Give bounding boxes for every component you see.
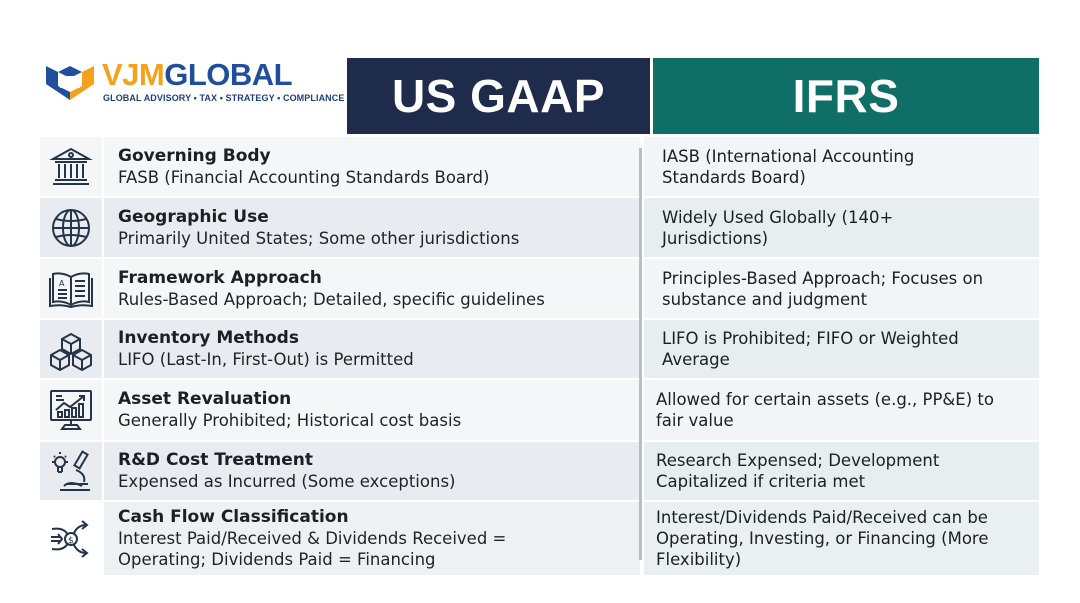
header-us-gaap: US GAAP <box>347 58 650 134</box>
vjm-global-logo: VJMGLOBAL GLOBAL ADVISORY • TAX • STRATE… <box>44 57 344 108</box>
ifrs-description-line: Widely Used Globally (140+ <box>662 207 894 227</box>
gaap-cell: Framework Approach Rules-Based Approach;… <box>104 259 640 318</box>
comparison-row-governing-body: Governing Body FASB (Financial Accountin… <box>40 137 1039 196</box>
ifrs-cell: Widely Used Globally (140+ Jurisdictions… <box>644 198 1039 257</box>
row-icon-cell <box>40 320 102 378</box>
open-book-icon: A <box>49 271 93 308</box>
lightbulb-microscope-icon <box>52 450 90 491</box>
comparison-row-framework-approach: A Framework Approach Rules-Based Approac… <box>40 259 1039 318</box>
row-icon-cell <box>40 442 102 500</box>
gaap-cell: Asset Revaluation Generally Prohibited; … <box>104 380 640 440</box>
globe-icon <box>52 208 90 247</box>
gaap-cell: Geographic Use Primarily United States; … <box>104 198 640 257</box>
gaap-description-line: Interest Paid/Received & Dividends Recei… <box>118 529 507 548</box>
ifrs-description-line: Allowed for certain assets (e.g., PP&E) … <box>656 390 994 409</box>
gaap-description-line: Operating; Dividends Paid = Financing <box>118 550 436 569</box>
comparison-row-inventory-methods: Inventory Methods LIFO (Last-In, First-O… <box>40 320 1039 378</box>
comparison-row-asset-revaluation: Asset Revaluation Generally Prohibited; … <box>40 380 1039 440</box>
gaap-cell: Cash Flow Classification Interest Paid/R… <box>104 502 640 575</box>
category-label: Cash Flow Classification <box>118 507 349 527</box>
ifrs-description-line: substance and judgment <box>662 289 868 309</box>
category-label: Framework Approach <box>118 267 322 288</box>
logo-word-global: GLOBAL <box>164 57 293 92</box>
row-icon-cell: $ <box>40 502 102 575</box>
ifrs-cell: Allowed for certain assets (e.g., PP&E) … <box>644 380 1039 440</box>
ifrs-description-line: fair value <box>656 411 734 430</box>
stacked-boxes-icon <box>50 332 92 371</box>
ifrs-cell: LIFO is Prohibited; FIFO or Weighted Ave… <box>644 320 1039 378</box>
gaap-cell: Governing Body FASB (Financial Accountin… <box>104 137 640 196</box>
row-icon-cell <box>40 380 102 440</box>
ifrs-description-line: Standards Board) <box>662 167 806 187</box>
logo-tagline: GLOBAL ADVISORY • TAX • STRATEGY • COMPL… <box>103 93 345 103</box>
gaap-description: LIFO (Last-In, First-Out) is Permitted <box>118 350 414 369</box>
comparison-row-geographic-use: Geographic Use Primarily United States; … <box>40 198 1039 257</box>
category-label: R&D Cost Treatment <box>118 450 313 470</box>
comparison-row-cash-flow-classification: $ Cash Flow Classification Interest Paid… <box>40 502 1039 575</box>
logo-word-vjm: VJM <box>102 57 165 92</box>
ifrs-description-line: IASB (International Accounting <box>662 146 915 166</box>
chart-monitor-icon <box>50 390 92 430</box>
ifrs-cell: Research Expensed; Development Capitaliz… <box>644 442 1039 500</box>
ifrs-cell: Interest/Dividends Paid/Received can be … <box>644 502 1039 575</box>
gaap-description: Primarily United States; Some other juri… <box>118 228 520 248</box>
gaap-cell: R&D Cost Treatment Expensed as Incurred … <box>104 442 640 500</box>
category-label: Governing Body <box>118 145 271 166</box>
ifrs-description-line: Interest/Dividends Paid/Received can be <box>656 508 988 527</box>
gaap-cell: Inventory Methods LIFO (Last-In, First-O… <box>104 320 640 378</box>
ifrs-description-line: Capitalized if criteria met <box>656 472 866 491</box>
ifrs-cell: Principles-Based Approach; Focuses on su… <box>644 259 1039 318</box>
svg-text:A: A <box>59 279 65 288</box>
ifrs-description-line: Flexibility) <box>656 550 742 569</box>
gaap-description: Generally Prohibited; Historical cost ba… <box>118 411 462 430</box>
gaap-description: Rules-Based Approach; Detailed, specific… <box>118 289 545 309</box>
cash-flow-arrows-icon: $ <box>51 519 89 558</box>
ifrs-description-line: LIFO is Prohibited; FIFO or Weighted <box>662 329 959 348</box>
row-icon-cell: A <box>40 259 102 318</box>
comparison-row-rd-cost-treatment: R&D Cost Treatment Expensed as Incurred … <box>40 442 1039 500</box>
header-ifrs: IFRS <box>653 58 1039 134</box>
row-icon-cell <box>40 137 102 196</box>
ifrs-description-line: Principles-Based Approach; Focuses on <box>662 268 984 288</box>
gaap-description: FASB (Financial Accounting Standards Boa… <box>118 167 490 187</box>
bank-building-icon <box>49 147 93 185</box>
ifrs-cell: IASB (International Accounting Standards… <box>644 137 1039 196</box>
logo-wordmark: VJMGLOBAL <box>102 57 293 92</box>
row-icon-cell <box>40 198 102 257</box>
category-label: Asset Revaluation <box>118 389 292 409</box>
ifrs-description-line: Operating, Investing, or Financing (More <box>656 529 989 548</box>
ifrs-description-line: Research Expensed; Development <box>656 451 940 470</box>
ifrs-description-line: Jurisdictions) <box>662 228 769 248</box>
logo-mark-icon <box>46 66 94 100</box>
svg-text:$: $ <box>68 536 74 546</box>
category-label: Geographic Use <box>118 206 269 227</box>
ifrs-description-line: Average <box>662 350 730 369</box>
category-label: Inventory Methods <box>118 328 299 348</box>
gaap-description: Expensed as Incurred (Some exceptions) <box>118 472 456 491</box>
column-divider <box>639 148 642 560</box>
